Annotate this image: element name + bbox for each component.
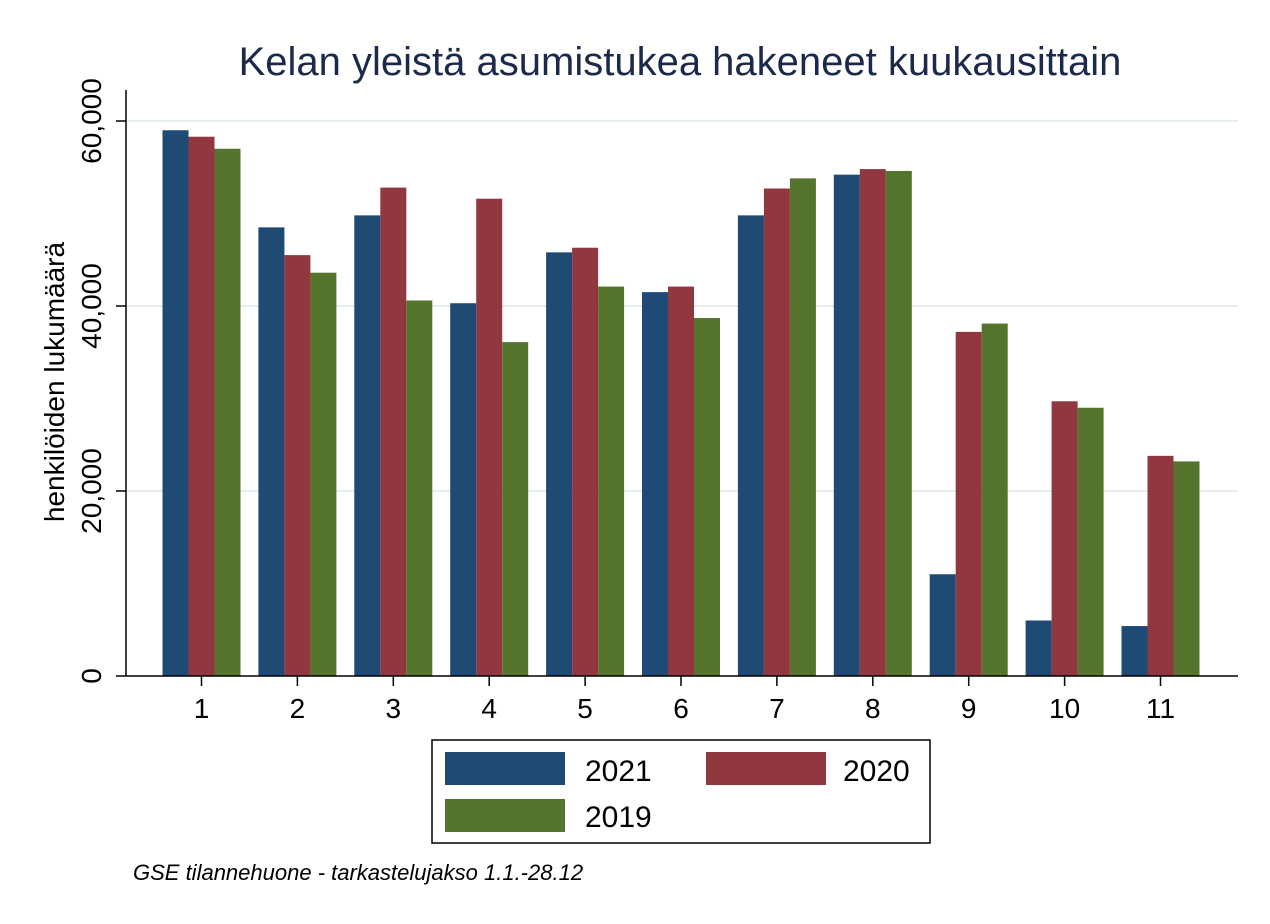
bar-2019-1 [214,148,241,676]
bar-2021-7 [737,215,764,676]
bar-2019-7 [789,178,816,676]
y-tick-label-0: 0 [76,668,107,684]
legend-swatch-2020 [706,752,826,785]
chart-title: Kelan yleistä asumistukea hakeneet kuuka… [239,40,1122,84]
bar-2021-10 [1025,620,1052,676]
bar-2021-1 [162,130,189,676]
x-tick-label-10: 10 [1049,693,1080,724]
bar-2019-2 [310,272,337,676]
bar-2021-2 [258,227,285,676]
legend-swatch-2019 [445,799,565,832]
x-tick-label-9: 9 [961,693,977,724]
source-note: GSE tilannehuone - tarkastelujakso 1.1.-… [133,860,583,885]
bar-2019-8 [885,170,912,676]
bar-2019-5 [598,286,625,676]
y-tick-label-2: 40,000 [76,263,107,349]
y-tick-labels: 0 20,000 40,000 60,000 [76,78,107,684]
legend-label-2021: 2021 [585,755,652,788]
legend-swatch-2021 [445,752,565,785]
axes [116,90,1238,686]
bar-2020-7 [763,188,790,676]
x-tick-labels: 1 2 3 4 5 6 7 8 9 10 11 [194,693,1175,724]
x-tick-label-8: 8 [865,693,881,724]
x-tick-label-11: 11 [1146,693,1175,724]
legend: 2021 2020 2019 [431,739,931,844]
bar-2021-4 [450,303,477,676]
x-tick-label-3: 3 [386,693,402,724]
y-axis-title: henkilöiden lukumäärä [39,241,70,522]
bar-2020-3 [380,187,407,676]
bar-2020-2 [284,255,311,676]
bar-2021-11 [1121,626,1148,676]
bar-2020-6 [668,286,694,676]
x-tick-label-6: 6 [673,693,689,724]
y-tick-label-3: 60,000 [76,78,107,164]
x-tick-label-7: 7 [769,693,785,724]
x-tick-label-5: 5 [577,693,593,724]
y-tick-label-1: 20,000 [76,448,107,534]
bar-2019-11 [1173,461,1200,676]
bar-2019-3 [406,300,433,676]
bar-2020-11 [1147,455,1174,676]
bar-2020-1 [188,136,215,677]
legend-label-2020: 2020 [843,755,910,788]
bar-2021-8 [833,174,860,676]
bars [162,130,1200,677]
legend-label-2019: 2019 [585,801,652,834]
bar-2021-9 [929,574,956,676]
bar-2021-6 [642,292,668,676]
x-tick-label-4: 4 [481,693,497,724]
x-tick-label-2: 2 [290,693,306,724]
bar-2021-3 [354,215,381,676]
bar-2021-5 [546,252,573,676]
bar-2019-4 [502,342,529,676]
x-tick-label-1: 1 [194,693,210,724]
bar-2019-9 [981,323,1008,676]
bar-2020-5 [572,247,599,676]
bar-2020-4 [476,198,503,676]
bar-2020-8 [859,169,886,676]
bar-2020-10 [1051,401,1078,676]
bar-2020-9 [955,331,982,676]
bar-2019-10 [1077,407,1104,676]
bar-2019-6 [694,318,720,676]
